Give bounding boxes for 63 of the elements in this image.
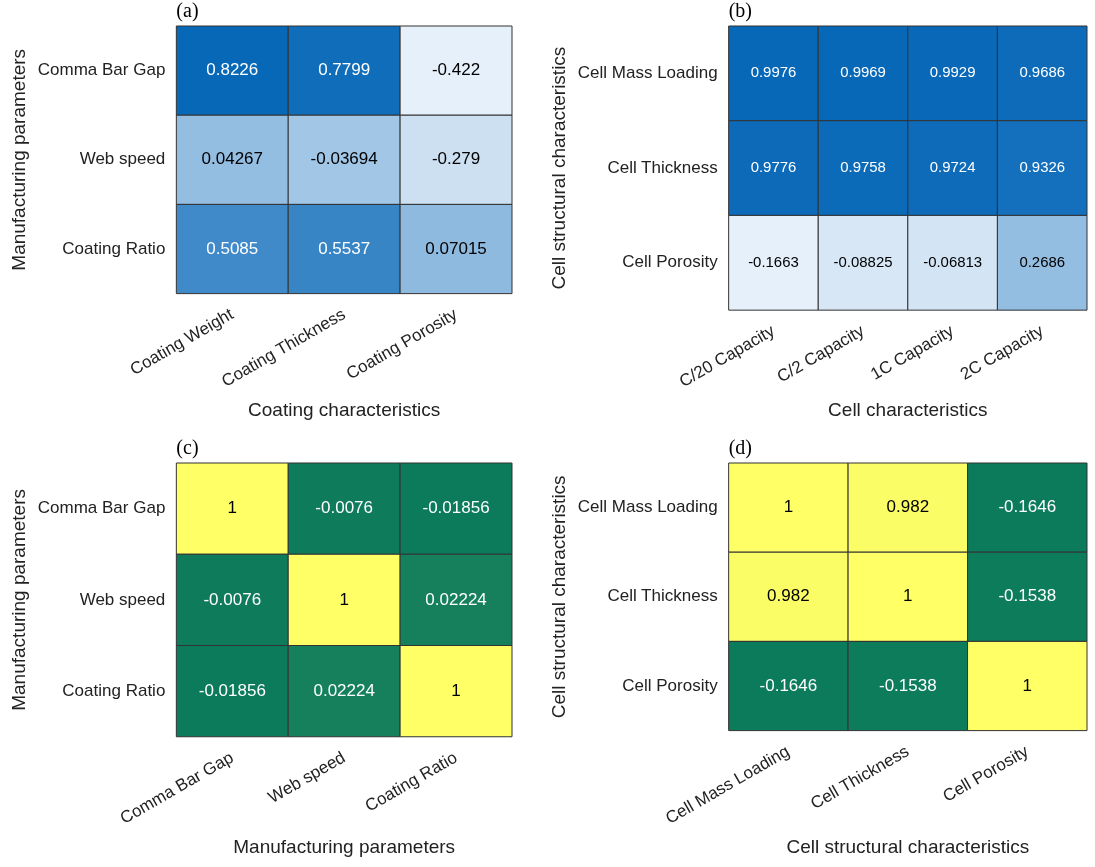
y-axis-title: Cell structural characteristics — [547, 46, 569, 290]
y-tick-label: Comma Bar Gap — [37, 498, 166, 518]
data-label: 0.2686 — [1019, 252, 1066, 270]
y-axis-title: Manufacturing parameters — [7, 488, 29, 711]
data-label: 0.9976 — [750, 63, 797, 81]
data-label: 0.02224 — [313, 680, 375, 700]
data-label: 1 — [339, 589, 349, 609]
data-label: 0.07015 — [425, 238, 487, 258]
data-label: 0.9929 — [929, 63, 976, 81]
data-label: 1 — [783, 497, 794, 517]
data-label: 0.5085 — [206, 238, 259, 258]
data-label: 1 — [451, 680, 461, 700]
data-label: 0.7799 — [318, 60, 371, 80]
data-label: 0.9776 — [750, 158, 797, 176]
y-axis-title: Cell structural characteristics — [547, 475, 569, 719]
data-label: -0.279 — [431, 149, 481, 169]
chart-title: (a) — [176, 0, 199, 23]
data-label: 0.9724 — [929, 158, 976, 176]
data-label: 1 — [1022, 675, 1033, 695]
data-label: 0.9686 — [1019, 63, 1066, 81]
data-label: -0.08825 — [833, 252, 893, 270]
data-label: -0.422 — [431, 60, 481, 80]
chart-title: (b) — [728, 0, 752, 23]
data-label: 0.9969 — [840, 63, 886, 81]
data-label: -0.1646 — [759, 675, 818, 695]
data-label: -0.1646 — [998, 497, 1057, 517]
data-label: -0.0076 — [203, 589, 262, 609]
y-tick-label: Coating Ratio — [62, 238, 166, 258]
data-label: 0.982 — [767, 586, 810, 606]
y-tick-label: Cell Porosity — [622, 252, 719, 272]
data-label: -0.03694 — [310, 149, 378, 169]
y-tick-label: Coating Ratio — [62, 680, 166, 700]
data-label: -0.1663 — [748, 252, 799, 270]
y-tick-label: Comma Bar Gap — [37, 60, 166, 80]
data-label: -0.1538 — [998, 586, 1057, 606]
data-label: 0.8226 — [206, 60, 259, 80]
data-label: -0.01856 — [198, 680, 266, 700]
y-tick-label: Cell Thickness — [607, 157, 718, 177]
data-label: 0.9758 — [840, 158, 886, 176]
data-label: 0.02224 — [425, 589, 487, 609]
data-label: -0.1538 — [878, 675, 937, 695]
y-axis-title: Manufacturing parameters — [7, 48, 29, 271]
y-tick-label: Cell Thickness — [607, 586, 718, 606]
data-label: -0.06813 — [923, 252, 983, 270]
chart-title: (c) — [176, 436, 199, 460]
data-label: 0.5537 — [318, 238, 371, 258]
data-label: 0.982 — [886, 497, 930, 517]
y-tick-label: Cell Porosity — [622, 675, 719, 695]
data-label: 0.9326 — [1019, 158, 1066, 176]
chart-title: (d) — [728, 436, 752, 460]
data-label: -0.01856 — [422, 498, 490, 518]
x-axis-title: Cell characteristics — [828, 398, 988, 420]
data-label: 1 — [903, 586, 913, 606]
y-tick-label: Web speed — [79, 589, 166, 609]
x-axis-title: Cell structural characteristics — [786, 835, 1030, 857]
data-label: -0.0076 — [315, 498, 374, 518]
data-label: 0.04267 — [201, 149, 264, 169]
x-axis-title: Manufacturing parameters — [233, 835, 456, 857]
y-tick-label: Cell Mass Loading — [577, 497, 718, 517]
x-axis-title: Coating characteristics — [248, 398, 441, 420]
y-tick-label: Cell Mass Loading — [577, 63, 718, 83]
data-label: 1 — [227, 498, 238, 518]
y-tick-label: Web speed — [79, 149, 166, 169]
